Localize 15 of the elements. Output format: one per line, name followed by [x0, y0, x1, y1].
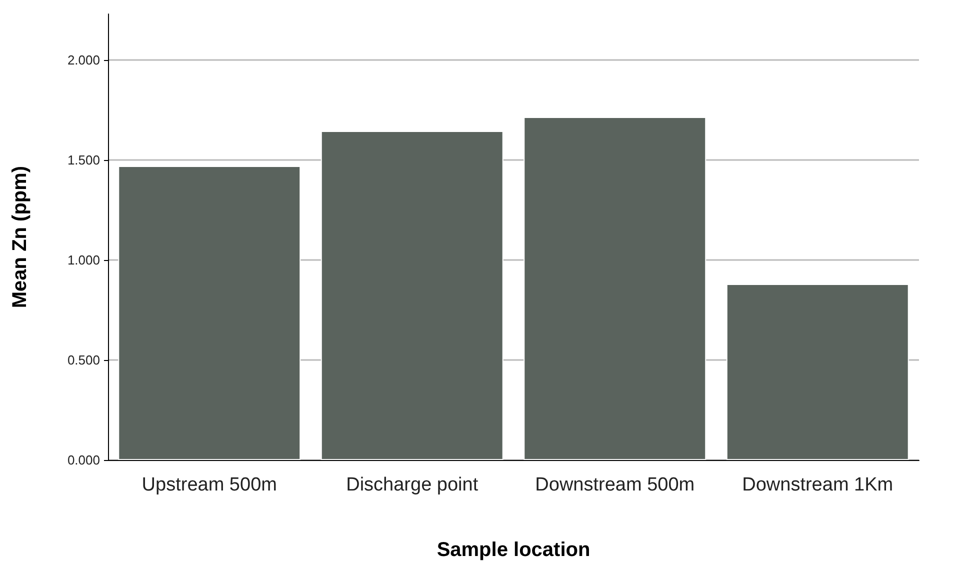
bar: [320, 131, 504, 460]
x-axis-title: Sample location: [436, 539, 590, 561]
x-tick-label: Downstream 500m: [535, 474, 695, 496]
x-tick-label: Discharge point: [346, 474, 479, 496]
bar: [726, 284, 909, 460]
y-axis-title: Mean Zn (ppm): [9, 166, 31, 308]
y-tick-label: 0.000: [67, 452, 100, 468]
bar: [524, 117, 706, 460]
y-tick-label: 2.000: [67, 52, 100, 68]
y-tick-label: 1.000: [67, 252, 100, 268]
y-tick-label: 0.500: [67, 352, 100, 368]
x-tick-label: Downstream 1Km: [742, 474, 894, 496]
bar: [118, 166, 301, 460]
y-tick-label: 1.500: [67, 152, 100, 168]
x-tick-label: Upstream 500m: [142, 474, 277, 496]
